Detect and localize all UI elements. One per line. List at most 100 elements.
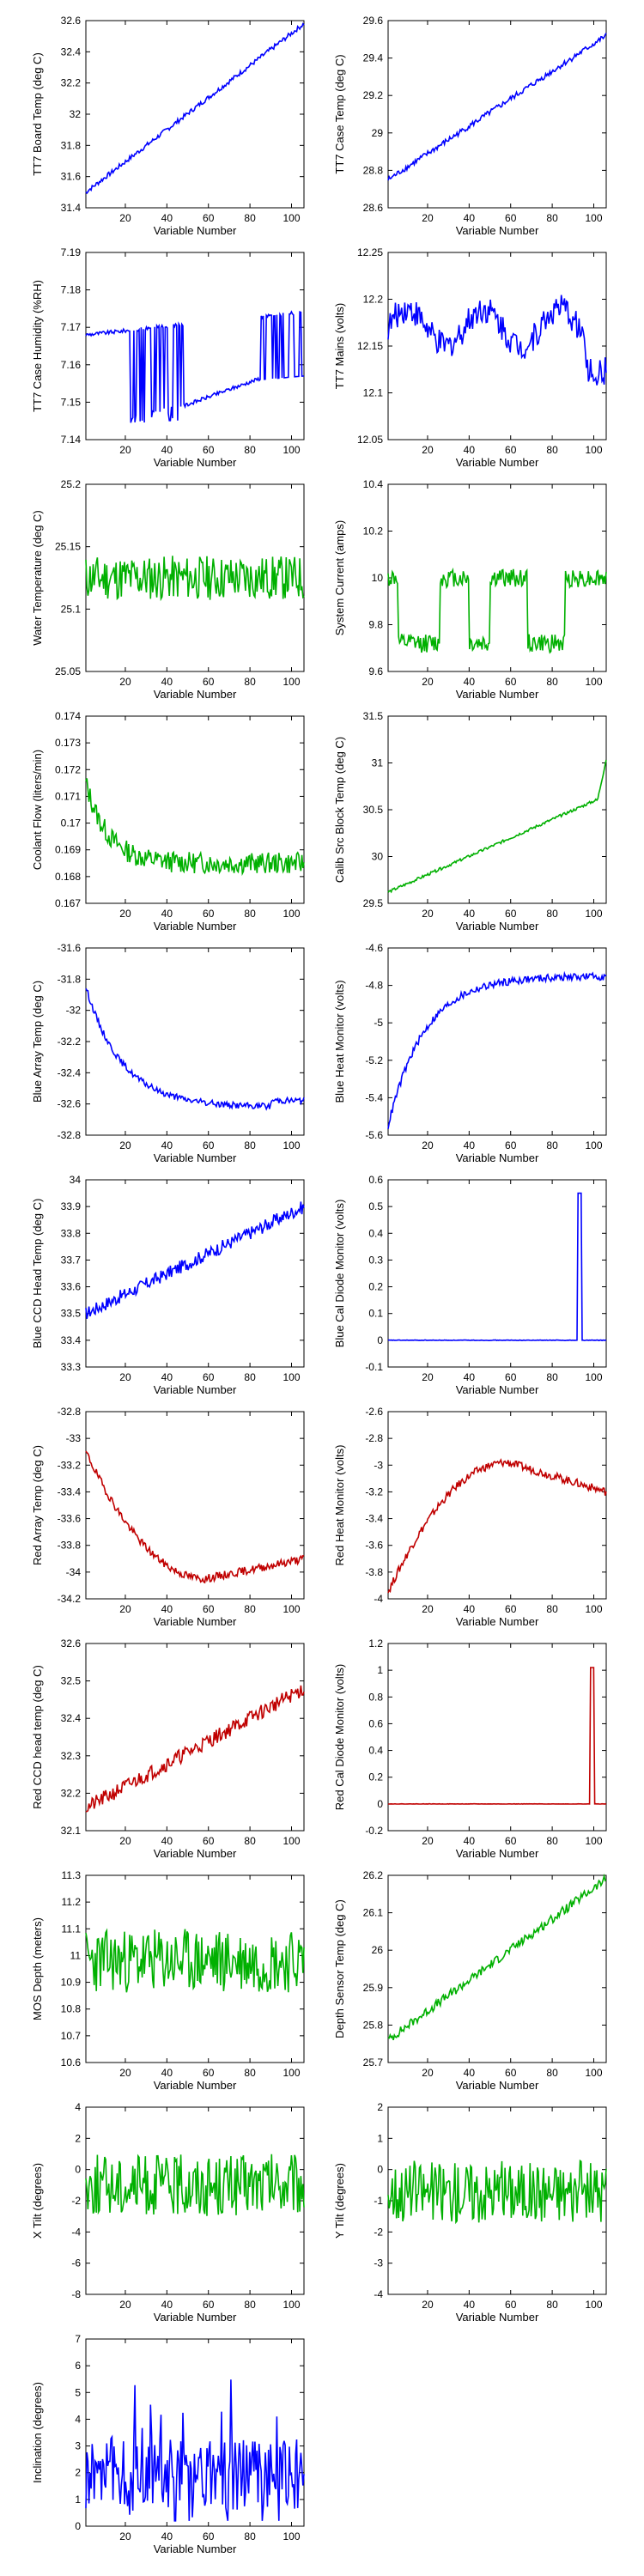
x-tick-label: 100 [283, 444, 300, 456]
x-tick-label: 20 [119, 1603, 131, 1615]
y-tick-label: 11 [70, 1949, 82, 1961]
x-axis-label: Variable Number [456, 224, 539, 237]
chart-3: 7.19 7.18 7.17 7.16 7.15 7.14 20 40 60 80 100 Varia… [31, 246, 305, 469]
series-line [85, 22, 305, 195]
x-axis-label: Variable Number [154, 688, 237, 701]
y-tick-label: -32.4 [58, 1066, 82, 1078]
x-tick-label: 40 [161, 2067, 173, 2079]
plot-frame [85, 1179, 305, 1368]
x-tick-label: 100 [585, 444, 602, 456]
x-tick-label: 20 [119, 2299, 131, 2311]
y-tick-label: 0.3 [368, 1254, 383, 1266]
x-tick-label: 100 [283, 1139, 300, 1151]
x-tick-label: 80 [546, 444, 558, 456]
chart-13: -32.8 -33 -33.2 -33.4 -33.6 -33.8 -34 -34.2 20 40… [31, 1406, 305, 1628]
x-tick-label: 80 [546, 212, 558, 224]
plot-frame [387, 2106, 607, 2295]
y-tick-label: 25.8 [363, 2019, 384, 2031]
y-tick-label: -2.8 [365, 1432, 383, 1444]
x-tick-label: 60 [203, 2530, 215, 2543]
x-tick-label: 20 [422, 212, 434, 224]
x-tick-label: 40 [161, 1371, 173, 1383]
y-tick-label: 0.171 [55, 790, 81, 802]
y-tick-label: 26 [372, 1944, 384, 1956]
x-tick-label: 20 [422, 1371, 434, 1383]
y-tick-label: 10.2 [363, 526, 384, 538]
series-line [85, 1685, 305, 1813]
y-tick-label: 0.168 [55, 871, 81, 883]
y-tick-label: 0.8 [368, 1691, 383, 1703]
y-tick-label: 33.9 [61, 1200, 82, 1212]
y-tick-label: 10 [372, 572, 384, 584]
y-tick-label: 29.5 [363, 897, 384, 909]
y-tick-label: -32 [66, 1005, 82, 1017]
series-line [387, 567, 607, 654]
x-axis-label: Variable Number [456, 1151, 539, 1164]
y-tick-label: 12.1 [363, 387, 384, 399]
x-tick-label: 80 [546, 676, 558, 688]
x-tick-label: 20 [422, 2299, 434, 2311]
x-tick-label: 20 [119, 2067, 131, 2079]
y-tick-label: 5 [75, 2386, 81, 2398]
y-tick-label: 0.2 [368, 1281, 383, 1293]
x-tick-label: 40 [464, 676, 476, 688]
y-tick-label: 32.2 [61, 77, 82, 89]
y-tick-label: 0.1 [368, 1308, 383, 1320]
x-tick-label: 60 [203, 2299, 215, 2311]
y-tick-label: -32.2 [58, 1036, 82, 1048]
y-tick-label: 0.172 [55, 763, 81, 775]
x-tick-label: 20 [119, 908, 131, 920]
chart-20: 2 1 0 -1 -2 -3 -4 20 40 60 80 100 Variable Number Y T… [333, 2101, 607, 2324]
y-tick-label: -2 [374, 2226, 383, 2238]
x-tick-label: 100 [283, 1603, 300, 1615]
x-tick-label: 20 [119, 1835, 131, 1847]
x-tick-label: 60 [505, 676, 517, 688]
x-axis-label: Variable Number [154, 456, 237, 469]
x-tick-label: 80 [546, 1835, 558, 1847]
y-tick-label: 7.16 [61, 359, 82, 371]
x-axis-label: Variable Number [154, 2311, 237, 2324]
y-tick-label: 2 [377, 2101, 383, 2113]
plot-frame [387, 252, 607, 440]
y-axis-label: Coolant Flow (liters/min) [31, 750, 44, 870]
series-line [387, 1873, 607, 2041]
chart-12: 0.6 0.5 0.4 0.3 0.2 0.1 0 -0.1 20 40 60 80 100 Variab… [333, 1174, 607, 1396]
x-tick-label: 60 [203, 212, 215, 224]
x-tick-label: 60 [203, 908, 215, 920]
x-tick-label: 40 [464, 1603, 476, 1615]
y-tick-label: 31.4 [61, 202, 82, 214]
x-tick-label: 40 [161, 1139, 173, 1151]
x-tick-label: 80 [244, 2067, 256, 2079]
x-tick-label: 20 [119, 212, 131, 224]
y-tick-label: 7 [75, 2333, 81, 2345]
y-tick-label: 31.8 [61, 139, 82, 151]
x-axis-label: Variable Number [154, 1847, 237, 1860]
x-tick-label: 100 [585, 2299, 602, 2311]
x-tick-label: 40 [161, 2299, 173, 2311]
x-tick-label: 20 [119, 1371, 131, 1383]
y-tick-label: 0.4 [368, 1745, 383, 1757]
y-tick-label: -2 [71, 2195, 81, 2207]
x-tick-label: 100 [283, 2299, 300, 2311]
y-tick-label: 7.15 [61, 396, 82, 408]
y-tick-label: 25.7 [363, 2057, 384, 2069]
chart-17: 11.3 11.2 11.1 11 10.9 10.8 10.7 10.6 20 40 60 80 10… [31, 1869, 305, 2092]
plot-frame [85, 1643, 305, 1832]
chart-10: -4.6 -4.8 -5 -5.2 -5.4 -5.6 20 40 60 80 100 Variabl… [333, 942, 607, 1164]
x-tick-label: 20 [119, 676, 131, 688]
plot-frame [387, 1179, 607, 1368]
x-tick-label: 100 [585, 1835, 602, 1847]
x-tick-label: 80 [244, 2530, 256, 2543]
x-tick-label: 20 [422, 1139, 434, 1151]
x-tick-label: 20 [422, 676, 434, 688]
x-axis-label: Variable Number [154, 1383, 237, 1396]
x-axis-label: Variable Number [154, 224, 237, 237]
y-tick-label: -5.2 [365, 1054, 383, 1066]
x-tick-label: 100 [585, 676, 602, 688]
y-tick-label: 12.2 [363, 294, 384, 306]
x-tick-label: 40 [161, 1835, 173, 1847]
x-tick-label: 40 [464, 1371, 476, 1383]
y-tick-label: 10.4 [363, 478, 384, 490]
y-tick-label: 2 [75, 2132, 81, 2144]
